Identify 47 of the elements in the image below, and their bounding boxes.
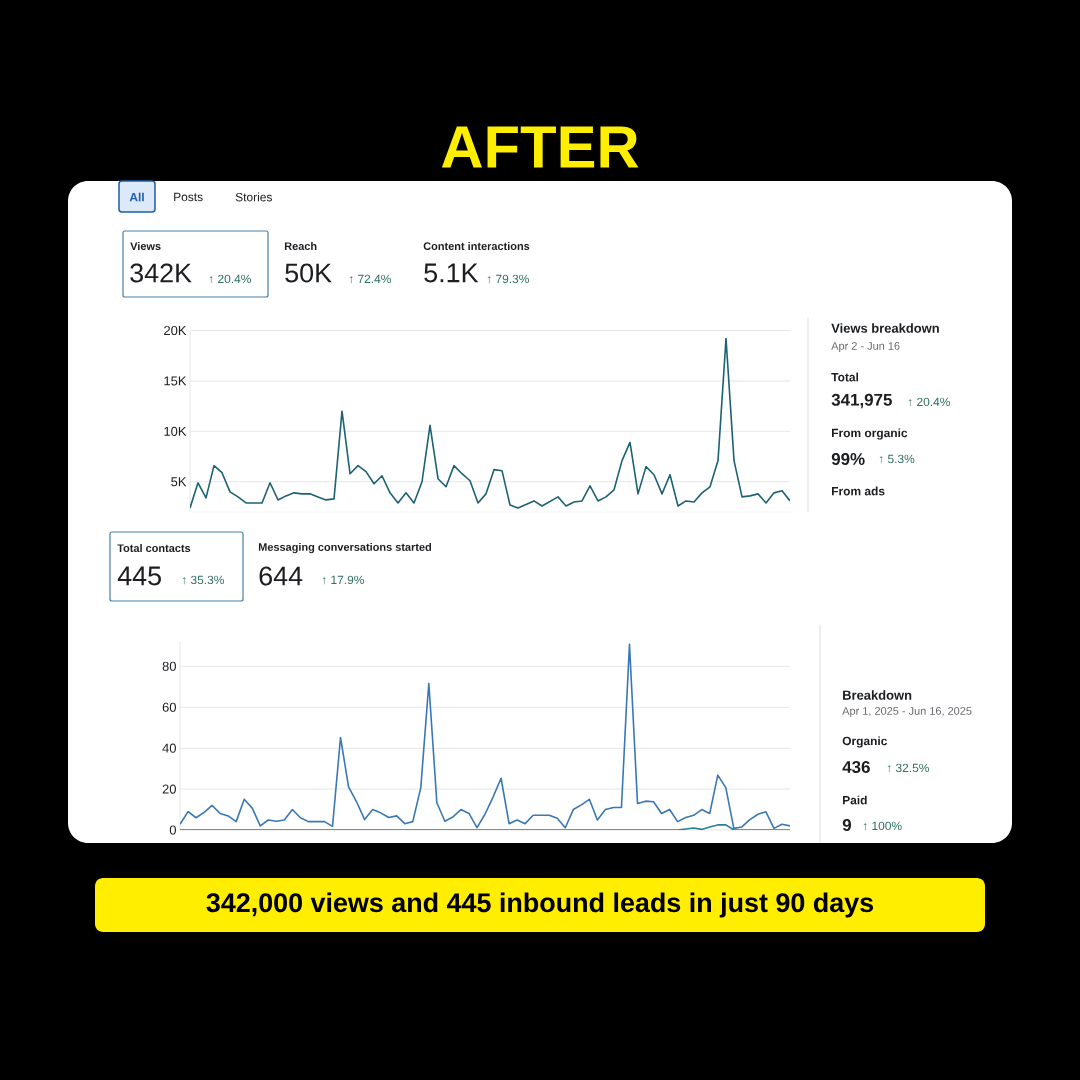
y-tick-label: 15K [164, 376, 187, 386]
y-tick-label: 40 [162, 743, 176, 753]
y-tick-label: 10K [164, 426, 187, 436]
text: ↑ 17.9% [322, 575, 364, 585]
text: Paid [843, 795, 867, 805]
text: 341,975 [831, 393, 892, 409]
text: Reach [284, 241, 317, 251]
text: Apr 1, 2025 - Jun 16, 2025 [842, 707, 972, 717]
text: ↑ 100% [863, 821, 902, 831]
y-tick-label: 20 [162, 784, 176, 794]
text: ↑ 35.3% [182, 575, 224, 585]
text: ↑ 72.4% [349, 274, 391, 284]
text: 436 [842, 761, 870, 774]
text: Total [831, 372, 859, 382]
y-tick-label: 5K [171, 477, 187, 487]
text: 644 [259, 566, 303, 586]
text: ↑ 32.5% [887, 763, 929, 773]
text: Content interactions [423, 241, 530, 251]
text: Views breakdown [831, 323, 939, 333]
text: 342K [130, 263, 192, 283]
text: 5.1K [424, 263, 479, 283]
text: ↑ 79.3% [487, 274, 529, 284]
text: ↑ 20.4% [908, 397, 950, 407]
text: Posts [174, 192, 203, 202]
text: ↑ 5.3% [879, 454, 915, 464]
y-tick-label: 80 [162, 661, 176, 671]
text: 50K [285, 263, 332, 283]
text: From organic [832, 428, 908, 440]
text: All [129, 192, 144, 202]
y-tick-label: 0 [169, 825, 176, 835]
text: From ads [832, 486, 885, 496]
line-series [190, 337, 791, 509]
chart-title: AFTER [441, 126, 639, 168]
text: Apr 2 - Jun 16 [831, 342, 900, 352]
text: 445 [117, 566, 161, 586]
y-tick-label: 20K [164, 325, 187, 336]
text: Stories [235, 192, 272, 202]
y-tick-label: 60 [162, 702, 176, 712]
text: 9 [842, 819, 851, 832]
text: Breakdown [843, 690, 912, 700]
text: Views [130, 241, 161, 251]
text: Messaging conversations started [258, 542, 432, 554]
text: 99% [831, 453, 865, 466]
text: ↑ 20.4% [209, 274, 251, 284]
text: Organic [842, 736, 888, 748]
text: Total contacts [117, 543, 191, 553]
text: 342,000 views and 445 inbound leads in just 90 days [206, 892, 874, 918]
